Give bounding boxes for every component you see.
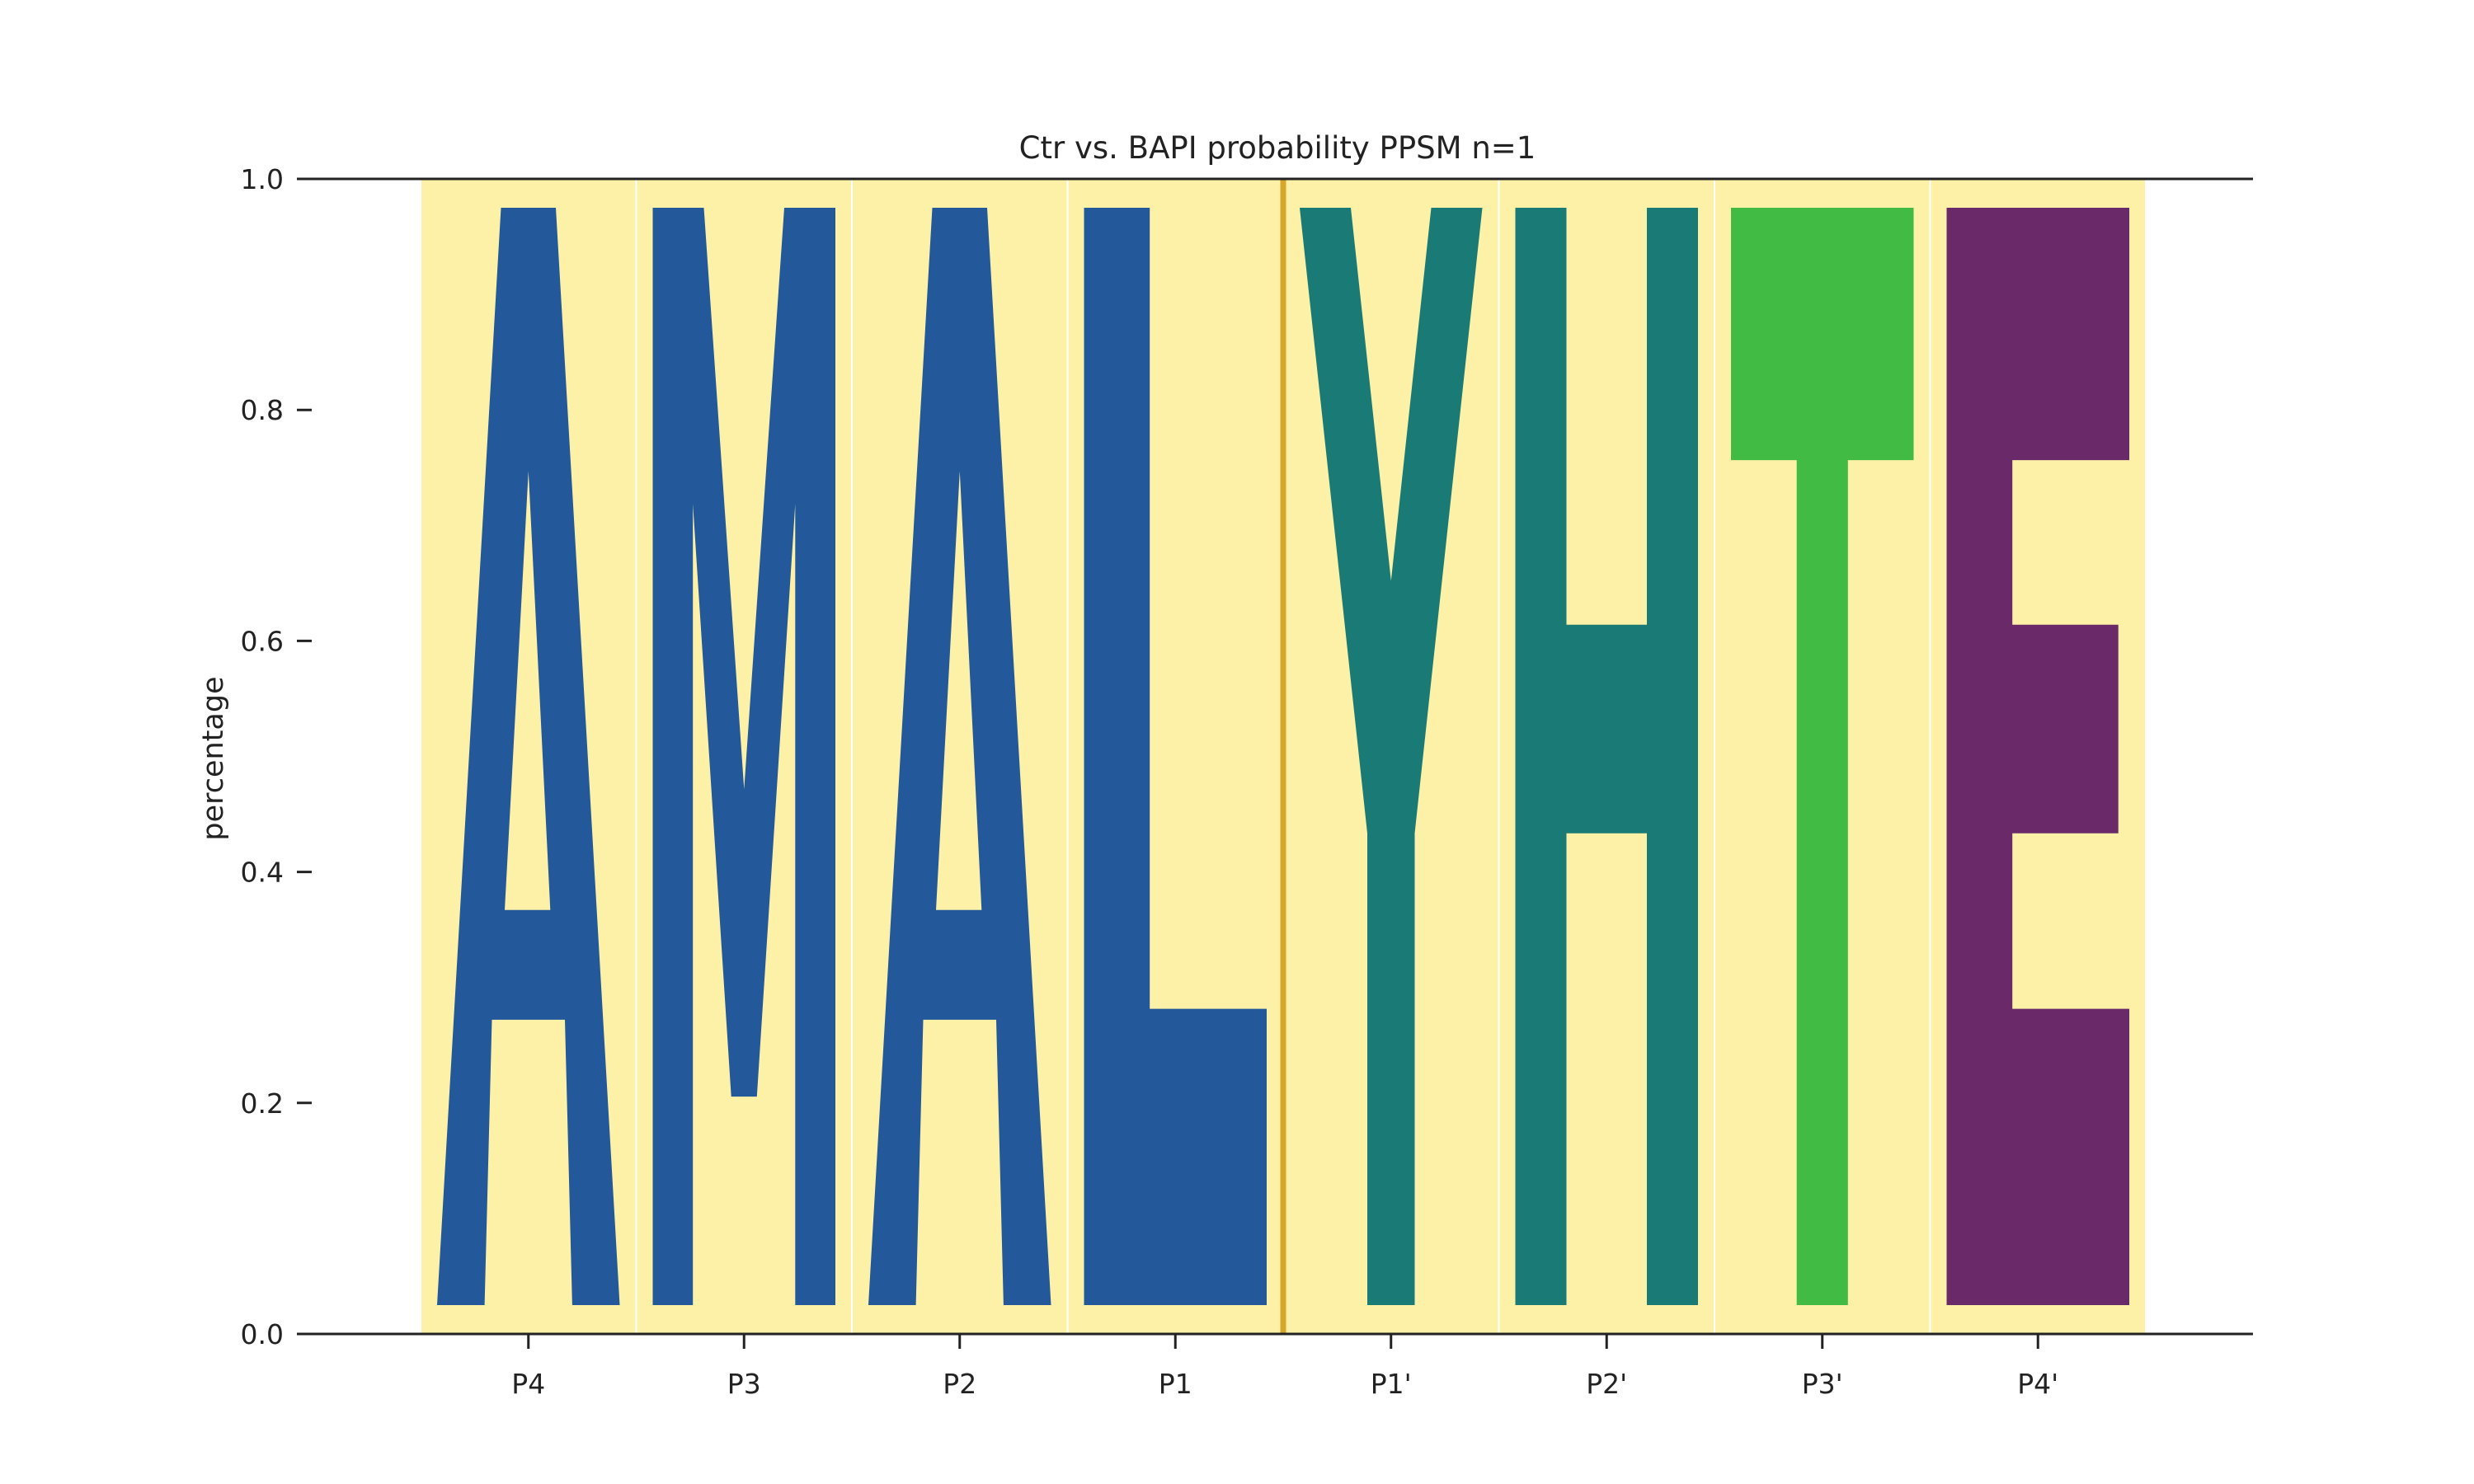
glyph-part-Y-0 [1300,208,1483,1305]
x-tick-label-P1: P1 [1159,1368,1192,1400]
residue-letter-L-P1 [1084,208,1267,1305]
y-tick-label-0.4: 0.4 [241,857,284,889]
x-tick-label-P3: P3 [727,1368,761,1400]
residue-letter-Y-P1' [1300,208,1483,1305]
residue-letter-A-P4 [437,208,620,1305]
y-tick-label-0.8: 0.8 [241,394,284,426]
residue-letter-T-P3' [1731,208,1914,1305]
glyph-part-L-0 [1084,208,1267,1305]
glyph-part-A-1 [936,471,982,910]
x-tick-label-P4': P4' [2017,1368,2058,1400]
y-tick-label-0.0: 0.0 [241,1318,284,1350]
x-tick-label-P4: P4 [511,1368,545,1400]
glyph-part-E-0 [1946,208,2129,1305]
residue-letter-M-P3 [652,208,835,1305]
residue-letters [437,208,2129,1305]
glyph-part-A-1 [505,471,551,910]
residue-letter-H-P2' [1515,208,1698,1305]
y-tick-label-1.0: 1.0 [241,163,284,195]
chart-title: Ctr vs. BAPI probability PPSM n=1 [1019,130,1536,166]
axes: 0.0 0.2 0.4 0.6 0.8 1.0 P4 P3 P2 P1 P1' P2' P3' P4' [241,163,2253,1400]
x-tick-label-P2: P2 [943,1368,976,1400]
x-tick-label-P3': P3' [1802,1368,1843,1400]
y-tick-label-0.2: 0.2 [241,1087,284,1120]
x-tick-label-P2': P2' [1586,1368,1627,1400]
y-axis-label: percentage [197,676,230,840]
residue-letter-E-P4' [1946,208,2129,1305]
glyph-part-M-0 [652,208,835,1305]
x-tick-label-P1': P1' [1371,1368,1412,1400]
residue-letter-A-P2 [868,208,1051,1305]
y-tick-label-0.6: 0.6 [241,625,284,657]
glyph-part-H-0 [1515,208,1698,1305]
glyph-part-T-0 [1731,208,1914,1305]
